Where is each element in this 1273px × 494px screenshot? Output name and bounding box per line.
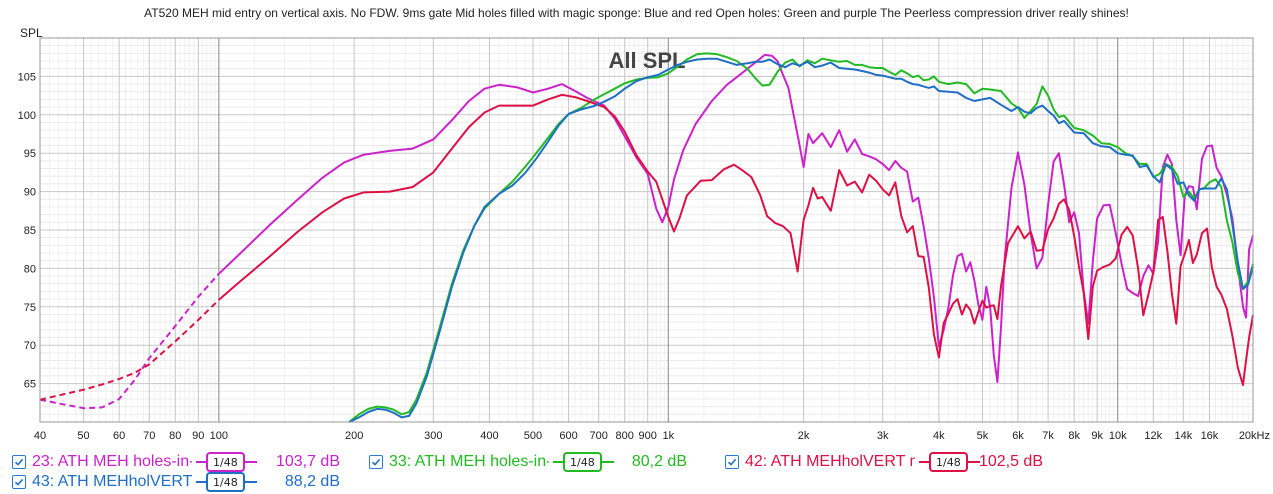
x-tick-label: 90 <box>192 430 204 442</box>
x-tick-label: 6k <box>1012 430 1024 442</box>
x-tick-label: 12k <box>1144 430 1162 442</box>
checkbox-43[interactable] <box>12 475 26 489</box>
smoothing-control[interactable]: 1/48 <box>196 472 257 492</box>
x-tick-label: 400 <box>480 430 498 442</box>
x-tick-label: 800 <box>616 430 634 442</box>
x-tick-label: 16k <box>1201 430 1219 442</box>
legend-item-42[interactable]: 42: ATH MEHholVERT magspo 1/48 102,5 dB <box>725 452 1043 472</box>
smoothing-box: 1/48 <box>206 472 245 492</box>
x-tick-label: 20kHz <box>1239 430 1270 442</box>
legend-value: 102,5 dB <box>978 453 1043 470</box>
series-line-extrapolated <box>39 273 220 410</box>
x-tick-label: 10k <box>1109 430 1127 442</box>
y-tick-label: 80 <box>24 263 36 275</box>
y-tick-label: 85 <box>24 225 36 237</box>
checkbox-23[interactable] <box>12 455 26 469</box>
series-line <box>348 57 1254 423</box>
x-tick-label: 8k <box>1068 430 1080 442</box>
series-line-extrapolated <box>39 299 220 401</box>
x-axis-ticks: 40 50 60 70 80 90 100 200 300 400 500 600 700 800 900 1… <box>34 430 1270 442</box>
legend-label: 43: ATH MEHholVERT tape 60 <box>32 473 192 490</box>
series-line <box>39 53 1254 410</box>
y-axis-label: SPL <box>20 26 43 40</box>
x-tick-label: 5k <box>977 430 989 442</box>
grid-layer <box>39 38 1254 422</box>
plot-border <box>39 37 1254 423</box>
y-tick-label: 65 <box>24 379 36 391</box>
x-tick-label: 500 <box>524 430 542 442</box>
x-tick-label: 900 <box>639 430 657 442</box>
x-tick-label: 200 <box>345 430 363 442</box>
legend-item-43[interactable]: 43: ATH MEHholVERT tape 60 1/48 88,2 dB <box>12 472 340 492</box>
legend-value: 88,2 dB <box>284 473 340 490</box>
x-tick-label: 600 <box>559 430 577 442</box>
y-tick-label: 75 <box>24 302 36 314</box>
series-line-measured <box>348 57 1254 423</box>
legend-item-23[interactable]: 23: ATH MEH holes-in-VERT 30 1/48 103,7 … <box>12 452 340 472</box>
legend-label: 23: ATH MEH holes-in-VERT 30 <box>32 453 192 470</box>
y-tick-label: 70 <box>24 340 36 352</box>
x-tick-label: 4k <box>933 430 945 442</box>
series-line-measured <box>218 93 1254 387</box>
smoothing-control[interactable]: 1/48 <box>919 452 980 472</box>
x-tick-label: 700 <box>589 430 607 442</box>
y-axis-ticks: 65 70 75 80 85 90 95 100 105 <box>18 71 36 390</box>
x-tick-label: 14k <box>1175 430 1193 442</box>
checkbox-42[interactable] <box>725 455 739 469</box>
legend-value: 80,2 dB <box>631 453 687 470</box>
x-tick-label: 50 <box>77 430 89 442</box>
legend-value: 103,7 dB <box>275 453 340 470</box>
smoothing-box: 1/48 <box>929 452 968 472</box>
y-tick-label: 100 <box>18 110 36 122</box>
x-tick-label: 60 <box>113 430 125 442</box>
smoothing-control[interactable]: 1/48 <box>196 452 257 472</box>
legend-item-33[interactable]: 33: ATH MEH holes-in-VERT 20 1/48 80,2 d… <box>369 452 687 472</box>
x-tick-label: 7k <box>1042 430 1054 442</box>
y-tick-label: 95 <box>24 148 36 160</box>
series-line-measured <box>218 53 1254 384</box>
chart-title: AT520 MEH mid entry on vertical axis. No… <box>144 6 1129 20</box>
x-tick-label: 80 <box>169 430 181 442</box>
x-tick-label: 9k <box>1091 430 1103 442</box>
x-tick-label: 1k <box>662 430 674 442</box>
smoothing-control[interactable]: 1/48 <box>553 452 614 472</box>
smoothing-box: 1/48 <box>206 452 245 472</box>
legend-label: 42: ATH MEHholVERT magspo <box>745 453 915 470</box>
legend-label: 33: ATH MEH holes-in-VERT 20 <box>389 453 549 470</box>
x-tick-label: 300 <box>424 430 442 442</box>
series-line <box>39 93 1254 401</box>
y-tick-label: 105 <box>18 71 36 83</box>
x-tick-label: 40 <box>34 430 46 442</box>
plot-area[interactable]: 65 70 75 80 85 90 95 100 105 40 50 60 70 80 90 100 200 3… <box>0 0 1273 450</box>
y-tick-label: 90 <box>24 187 36 199</box>
watermark-label: All SPL <box>608 48 685 73</box>
x-tick-label: 100 <box>210 430 228 442</box>
smoothing-box: 1/48 <box>563 452 602 472</box>
checkbox-33[interactable] <box>369 455 383 469</box>
x-tick-label: 70 <box>143 430 155 442</box>
x-tick-label: 3k <box>877 430 889 442</box>
x-tick-label: 2k <box>798 430 810 442</box>
series-layer <box>39 52 1254 423</box>
